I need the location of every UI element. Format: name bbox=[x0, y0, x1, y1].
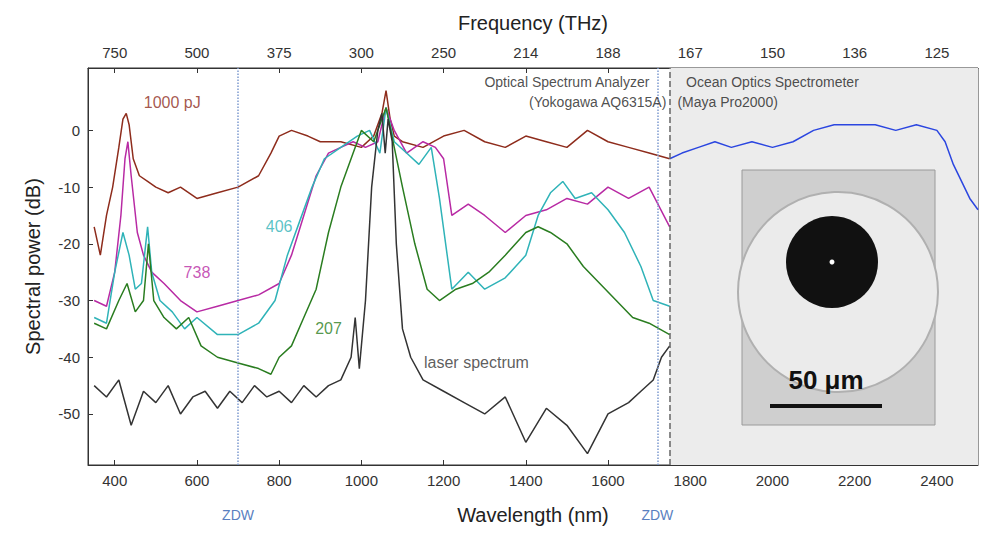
svg-text:Optical Spectrum Analyzer: Optical Spectrum Analyzer bbox=[484, 74, 649, 90]
svg-text:1800: 1800 bbox=[674, 472, 707, 489]
svg-text:Wavelength (nm): Wavelength (nm) bbox=[457, 504, 609, 526]
svg-text:(Yokogawa AQ6315A): (Yokogawa AQ6315A) bbox=[529, 94, 666, 110]
svg-text:750: 750 bbox=[102, 44, 127, 61]
svg-text:167: 167 bbox=[678, 44, 703, 61]
svg-text:150: 150 bbox=[760, 44, 785, 61]
svg-text:375: 375 bbox=[267, 44, 292, 61]
svg-text:2400: 2400 bbox=[920, 472, 953, 489]
svg-text:Ocean Optics Spectrometer: Ocean Optics Spectrometer bbox=[686, 74, 859, 90]
svg-text:188: 188 bbox=[596, 44, 621, 61]
svg-text:ZDW: ZDW bbox=[641, 507, 674, 523]
svg-text:300: 300 bbox=[349, 44, 374, 61]
svg-text:Spectral power (dB): Spectral power (dB) bbox=[22, 178, 44, 355]
svg-text:500: 500 bbox=[184, 44, 209, 61]
svg-text:0: 0 bbox=[72, 122, 80, 139]
svg-text:(Maya Pro2000): (Maya Pro2000) bbox=[677, 94, 777, 110]
svg-text:-50: -50 bbox=[58, 405, 80, 422]
svg-text:214: 214 bbox=[513, 44, 538, 61]
svg-text:406: 406 bbox=[266, 218, 293, 235]
svg-text:-40: -40 bbox=[58, 349, 80, 366]
svg-text:600: 600 bbox=[184, 472, 209, 489]
svg-text:136: 136 bbox=[842, 44, 867, 61]
svg-text:125: 125 bbox=[924, 44, 949, 61]
svg-text:ZDW: ZDW bbox=[222, 507, 255, 523]
svg-text:-10: -10 bbox=[58, 179, 80, 196]
svg-text:2000: 2000 bbox=[756, 472, 789, 489]
svg-text:1400: 1400 bbox=[509, 472, 542, 489]
svg-text:Frequency (THz): Frequency (THz) bbox=[458, 12, 608, 34]
svg-text:250: 250 bbox=[431, 44, 456, 61]
svg-text:1000 pJ: 1000 pJ bbox=[144, 94, 201, 111]
svg-text:50 μm: 50 μm bbox=[788, 365, 863, 395]
svg-text:207: 207 bbox=[315, 320, 342, 337]
svg-text:laser spectrum: laser spectrum bbox=[424, 354, 529, 371]
svg-text:2200: 2200 bbox=[838, 472, 871, 489]
svg-text:738: 738 bbox=[184, 264, 211, 281]
svg-text:-30: -30 bbox=[58, 292, 80, 309]
svg-text:800: 800 bbox=[267, 472, 292, 489]
svg-text:-20: -20 bbox=[58, 235, 80, 252]
svg-text:1200: 1200 bbox=[427, 472, 460, 489]
svg-text:1600: 1600 bbox=[591, 472, 624, 489]
svg-text:1000: 1000 bbox=[345, 472, 378, 489]
svg-text:400: 400 bbox=[102, 472, 127, 489]
